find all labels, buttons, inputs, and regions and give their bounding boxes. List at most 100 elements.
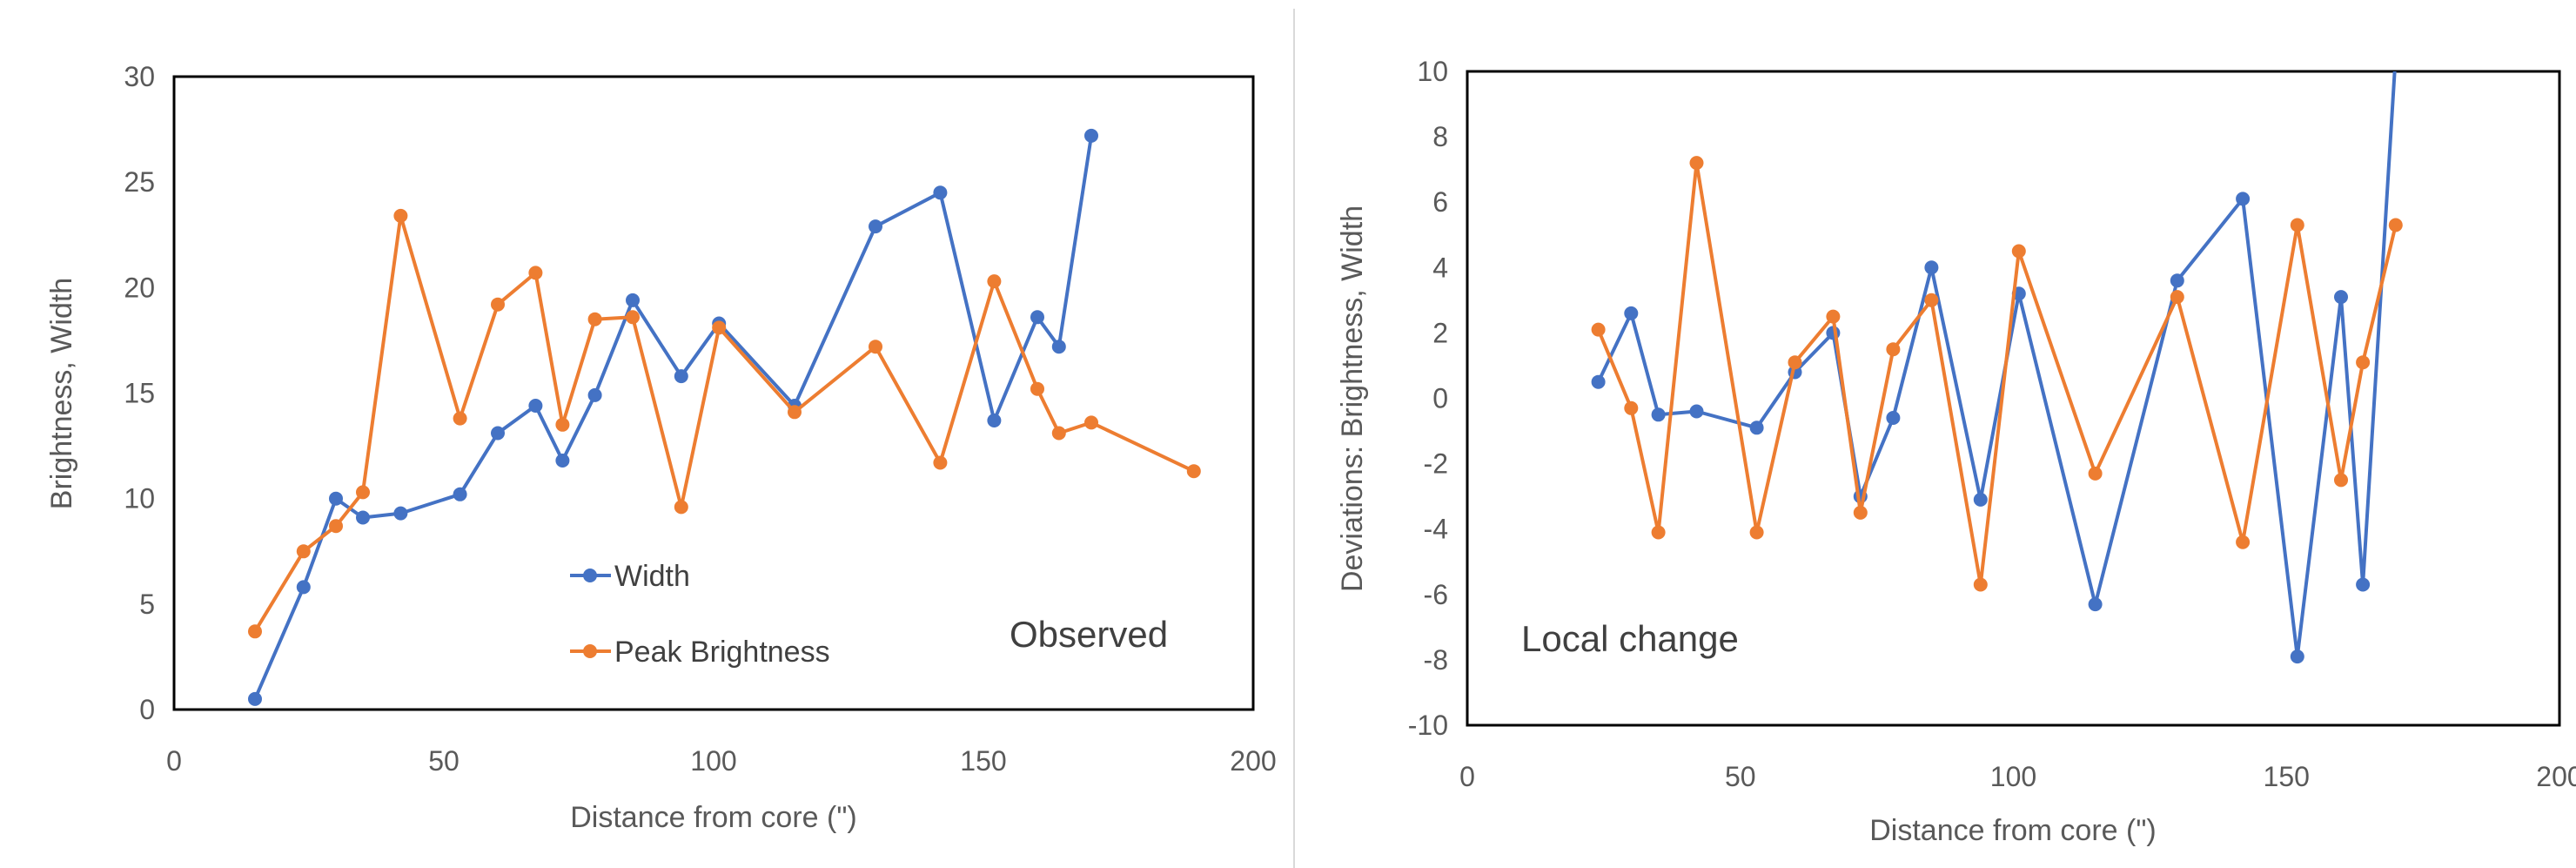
observed-x-tick-label: 200 xyxy=(1230,745,1276,777)
observed-x-axis-label: Distance from core (") xyxy=(570,801,856,834)
observed-width-point xyxy=(329,491,343,506)
observed-peak-brightness-point xyxy=(555,417,570,432)
legend-brightness-label: Peak Brightness xyxy=(614,636,830,669)
local-change-peak-brightness-point xyxy=(1973,577,1988,592)
observed-peak-brightness-point xyxy=(587,312,602,326)
observed-width-point xyxy=(987,414,1002,427)
local-change-peak-brightness-point xyxy=(1853,505,1868,520)
local-change-width-point xyxy=(2334,290,2348,305)
local-change-width-point xyxy=(1886,411,1901,425)
local-change-x-tick-label: 150 xyxy=(2264,761,2310,792)
local-change-y-tick-label: -6 xyxy=(1424,579,1448,610)
local-change-y-tick-label: -2 xyxy=(1424,448,1448,480)
local-change-width-point xyxy=(1591,374,1606,389)
local-change-peak-brightness-point xyxy=(1591,322,1606,337)
observed-peak-brightness-point xyxy=(674,500,688,515)
observed-width-point xyxy=(555,454,570,468)
observed-width-point xyxy=(587,387,602,402)
observed-peak-brightness-point xyxy=(869,340,882,354)
local-change-x-tick-label: 50 xyxy=(1725,761,1756,792)
local-change-peak-brightness-point xyxy=(2088,466,2103,481)
observed-y-tick-label: 5 xyxy=(139,589,155,620)
observed-y-tick-label: 20 xyxy=(124,272,155,303)
local-change-width-point xyxy=(2236,192,2251,206)
local-change-peak-brightness-point xyxy=(1624,400,1639,415)
local-change-y-tick-label: 8 xyxy=(1432,121,1448,152)
local-change-width-point xyxy=(2170,273,2184,288)
local-change-peak-brightness-point xyxy=(2356,355,2371,370)
legend-width-marker xyxy=(583,569,597,582)
observed-width-point xyxy=(933,185,948,200)
observed-peak-brightness-point xyxy=(296,544,311,559)
local-change-peak-brightness-point xyxy=(1689,156,1704,171)
local-change-peak-brightness-line xyxy=(1596,161,2398,587)
observed-y-tick-label: 10 xyxy=(124,483,155,515)
observed-peak-brightness-point xyxy=(712,320,727,335)
local-change-peak-brightness-point xyxy=(1749,525,1764,540)
observed-y-tick-label: 0 xyxy=(139,694,155,725)
observed-width-line xyxy=(253,135,1093,700)
local-change-y-tick-label: -4 xyxy=(1424,514,1448,545)
legend-item-peak-brightness: Peak Brightness xyxy=(570,636,830,669)
local-change-y-tick-label: -10 xyxy=(1408,710,1448,741)
local-change-y-tick-label: 0 xyxy=(1432,383,1448,414)
observed-peak-brightness-point xyxy=(626,310,640,325)
observed-peak-brightness-point xyxy=(453,411,467,426)
observed-peak-brightness-point xyxy=(491,297,505,312)
local-change-peak-brightness-point xyxy=(1924,293,1939,307)
local-change-y-tick-label: 4 xyxy=(1432,252,1448,283)
observed-width-point xyxy=(1030,310,1044,325)
observed-width-point xyxy=(1084,128,1098,143)
local-change-y-tick-label: -8 xyxy=(1424,644,1448,676)
observed-peak-brightness-point xyxy=(788,405,802,420)
legend-brightness-marker xyxy=(583,644,597,658)
local-change-x-tick-label: 0 xyxy=(1459,761,1475,792)
local-change-peak-brightness-point xyxy=(2290,218,2304,232)
local-change-chart: -10 -8 -6 -4 -2 0 2 4 6 8 10 0 50 100 150 200 Distance… xyxy=(1336,56,2576,847)
observed-width-point xyxy=(491,426,505,441)
observed-y-tick-label: 30 xyxy=(124,61,155,92)
observed-peak-brightness-point xyxy=(1030,381,1044,396)
observed-width-point xyxy=(248,691,262,706)
local-change-y-tick-label: 6 xyxy=(1432,186,1448,218)
local-change-y-tick-label: 10 xyxy=(1417,56,1448,87)
observed-peak-brightness-point xyxy=(1186,464,1201,479)
local-change-peak-brightness-point xyxy=(2334,473,2348,488)
local-change-peak-brightness-point xyxy=(1788,355,1802,370)
local-change-width-point xyxy=(2356,577,2371,592)
observed-peak-brightness-point xyxy=(933,455,948,470)
local-change-y-tick-label: 2 xyxy=(1432,317,1448,348)
observed-y-tick-label: 25 xyxy=(124,166,155,198)
observed-y-axis-label: Brightness, Width xyxy=(45,278,78,509)
observed-width-point xyxy=(528,399,543,413)
local-change-width-point xyxy=(1749,421,1764,435)
local-change-width-point xyxy=(2088,597,2103,612)
observed-width-point xyxy=(626,293,640,307)
local-change-peak-brightness-point xyxy=(1651,525,1666,540)
legend-width-label: Width xyxy=(614,560,690,593)
observed-x-tick-label: 100 xyxy=(690,745,736,777)
observed-width-point xyxy=(393,506,408,521)
observed-peak-brightness-point xyxy=(987,274,1002,289)
observed-x-tick-label: 50 xyxy=(428,745,460,777)
observed-y-tick-label: 15 xyxy=(124,378,155,409)
local-change-peak-brightness-point xyxy=(2388,218,2403,232)
local-change-x-tick-label: 100 xyxy=(1990,761,2036,792)
legend-item-width: Width xyxy=(570,560,690,593)
observed-width-point xyxy=(674,369,688,384)
local-change-annotation: Local change xyxy=(1521,618,1739,659)
observed-peak-brightness-point xyxy=(393,208,408,223)
observed-peak-brightness-point xyxy=(528,266,543,280)
local-change-width-point xyxy=(1924,260,1939,275)
observed-x-tick-label: 150 xyxy=(960,745,1006,777)
local-change-width-point xyxy=(1689,404,1704,419)
observed-peak-brightness-point xyxy=(248,624,262,639)
local-change-x-axis-label: Distance from core (") xyxy=(1869,814,2156,847)
legend: Width Peak Brightness xyxy=(570,560,830,669)
local-change-peak-brightness-point xyxy=(2170,290,2184,305)
local-change-width-point xyxy=(2290,649,2304,664)
observed-peak-brightness-point xyxy=(1084,415,1098,430)
local-change-plot-area xyxy=(1466,70,2561,727)
observed-chart: 0 5 10 15 20 25 30 0 50 100 150 200 Distance from … xyxy=(45,61,1277,834)
